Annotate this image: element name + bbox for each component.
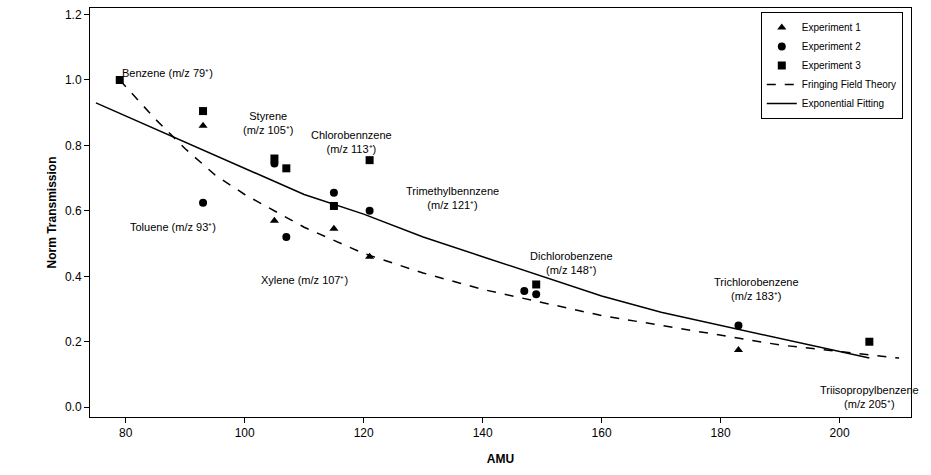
- svg-text:0.0: 0.0: [65, 400, 82, 414]
- svg-text:0.6: 0.6: [65, 204, 82, 218]
- svg-text:Fringing Field Theory: Fringing Field Theory: [802, 79, 896, 90]
- svg-text:100: 100: [235, 426, 255, 440]
- svg-text:Trichlorobenzene(m/z 183⁺): Trichlorobenzene(m/z 183⁺): [714, 276, 799, 302]
- svg-text:Trimethylbennzene(m/z 121⁺): Trimethylbennzene(m/z 121⁺): [406, 185, 499, 211]
- svg-text:180: 180: [711, 426, 731, 440]
- svg-text:0.2: 0.2: [65, 335, 82, 349]
- svg-text:0.4: 0.4: [65, 270, 82, 284]
- svg-text:1.0: 1.0: [65, 73, 82, 87]
- svg-text:0.8: 0.8: [65, 139, 82, 153]
- svg-text:Experiment 2: Experiment 2: [802, 41, 861, 52]
- svg-text:Dichlorobenzene(m/z 148⁺): Dichlorobenzene(m/z 148⁺): [530, 250, 613, 276]
- svg-text:120: 120: [354, 426, 374, 440]
- svg-text:1.2: 1.2: [65, 8, 82, 22]
- svg-text:Styrene(m/z 105⁺): Styrene(m/z 105⁺): [243, 110, 293, 136]
- svg-text:200: 200: [830, 426, 850, 440]
- svg-text:Experiment 1: Experiment 1: [802, 22, 861, 33]
- svg-text:Toluene (m/z 93⁺): Toluene (m/z 93⁺): [130, 221, 216, 233]
- svg-text:AMU: AMU: [487, 452, 514, 466]
- svg-text:160: 160: [592, 426, 612, 440]
- svg-text:Exponential Fitting: Exponential Fitting: [802, 98, 884, 109]
- svg-text:Triisopropylbenzene(m/z 205⁺): Triisopropylbenzene(m/z 205⁺): [820, 384, 919, 410]
- svg-text:Xylene (m/z 107⁺): Xylene (m/z 107⁺): [261, 274, 348, 286]
- svg-text:80: 80: [119, 426, 133, 440]
- svg-text:Chlorobennzene(m/z 113⁺): Chlorobennzene(m/z 113⁺): [311, 129, 392, 155]
- svg-text:Benzene (m/z 79⁺): Benzene (m/z 79⁺): [122, 67, 213, 79]
- svg-text:Norm Transmission: Norm Transmission: [45, 156, 59, 268]
- svg-text:Experiment 3: Experiment 3: [802, 60, 861, 71]
- svg-text:140: 140: [473, 426, 493, 440]
